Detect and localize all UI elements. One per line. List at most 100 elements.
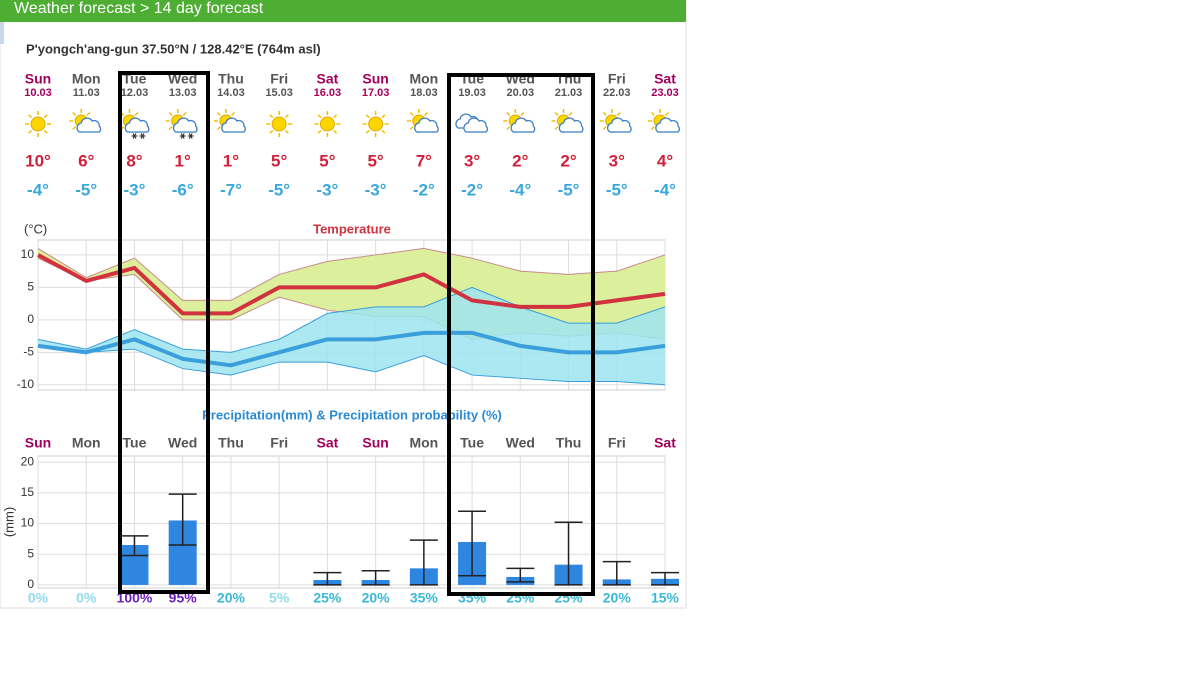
icon-ray [43, 129, 48, 134]
icon-ray [284, 129, 289, 134]
day-date: 23.03 [651, 87, 679, 99]
day-name: Mon [72, 71, 101, 87]
precip-day-name: Thu [556, 435, 582, 451]
icon-ray [409, 126, 414, 131]
icon-cloud [172, 117, 198, 133]
day-date: 11.03 [73, 87, 100, 99]
temp-line [37, 330, 666, 368]
icon-ray [231, 111, 235, 116]
error-bar [168, 493, 197, 546]
error-bar [409, 539, 438, 586]
precip-probability: 25% [313, 590, 342, 606]
icon-sun [271, 116, 287, 132]
temp-high: 4° [657, 151, 673, 170]
day-date: 15.03 [265, 87, 293, 99]
y-tick-label: 5 [27, 546, 34, 560]
icon-sun [368, 116, 384, 132]
temp-high: 2° [560, 151, 576, 170]
icon-ray [168, 111, 173, 116]
temp-low: -2° [413, 180, 435, 199]
icon-ray [650, 126, 655, 131]
precip-probability: 15% [651, 590, 680, 606]
precip-probability: 20% [217, 590, 246, 606]
day-date: 13.03 [169, 87, 197, 99]
temp-low: -4° [509, 180, 531, 199]
icon-snow [132, 133, 137, 139]
icon-ray [423, 111, 428, 116]
icon-ray [317, 129, 322, 134]
header-bar [0, 0, 686, 22]
icon-ray [284, 114, 289, 119]
error-bar [313, 571, 342, 586]
temp-low: -2° [461, 180, 483, 199]
day-date: 21.03 [555, 87, 583, 99]
icon-ray [506, 126, 511, 131]
temp-low: -4° [654, 180, 676, 199]
day-date: 16.03 [314, 87, 342, 99]
y-tick-label: 0 [27, 312, 34, 326]
temp-low: -6° [172, 180, 194, 199]
temp-low: -5° [558, 180, 580, 199]
icon-ray [333, 114, 338, 119]
precip-day-name: Sat [316, 435, 338, 451]
error-bar [361, 570, 390, 586]
icon-ray [182, 111, 187, 116]
y-tick-label: 15 [21, 485, 35, 499]
icon-snow [180, 133, 185, 139]
icon-ray [168, 126, 173, 131]
error-bar [602, 560, 631, 586]
day-date: 10.03 [24, 87, 52, 99]
temp-low: -7° [220, 180, 242, 199]
temp-low: -5° [606, 180, 628, 199]
precip-day-name: Wed [506, 435, 535, 451]
icon-ray [86, 111, 91, 116]
icon-ray [28, 129, 33, 134]
day-name: Thu [218, 71, 244, 87]
day-date: 22.03 [603, 87, 631, 99]
temp-high: 7° [416, 151, 432, 170]
day-name: Mon [409, 71, 438, 87]
day-date: 18.03 [410, 87, 438, 99]
temp-high: 2° [512, 151, 528, 170]
precip-day-name: Tue [460, 435, 484, 451]
day-date: 20.03 [507, 87, 535, 99]
error-bar [458, 510, 487, 577]
icon-ray [381, 114, 386, 119]
precip-probability: 20% [362, 590, 391, 606]
y-tick-label: -10 [17, 377, 35, 391]
precip-probability: 35% [410, 590, 439, 606]
band-edge [37, 345, 666, 386]
icon-ray [616, 111, 621, 116]
temp-high: 5° [319, 151, 335, 170]
temp-high: 5° [271, 151, 287, 170]
precip-axis-label: (mm) [1, 507, 16, 537]
icon-ray [554, 126, 559, 131]
day-name: Sat [316, 71, 338, 87]
precip-day-name: Tue [123, 435, 147, 451]
icon-cloud [76, 117, 102, 133]
precip-day-name: Mon [72, 435, 101, 451]
precip-day-name: Sun [25, 435, 51, 451]
side-strip [0, 22, 4, 44]
error-bar [554, 521, 583, 586]
temp-axis-label: (°C) [24, 221, 47, 236]
temp-line [37, 253, 666, 316]
highlight-box [118, 71, 210, 594]
temp-high: 10° [25, 151, 51, 170]
icon-ray [72, 126, 77, 131]
icon-ray [650, 111, 655, 116]
precip-day-name: Wed [168, 435, 197, 451]
temp-high: 3° [464, 151, 480, 170]
precip-day-name: Fri [608, 435, 626, 451]
icon-ray [506, 111, 511, 116]
icon-snow [140, 133, 145, 139]
icon-sun [30, 116, 46, 132]
icon-ray [216, 111, 221, 116]
icon-ray [72, 111, 77, 116]
day-date: 19.03 [458, 87, 486, 99]
temp-high: 6° [78, 151, 94, 170]
temp-low: -3° [316, 180, 338, 199]
y-tick-label: 5 [27, 280, 34, 294]
